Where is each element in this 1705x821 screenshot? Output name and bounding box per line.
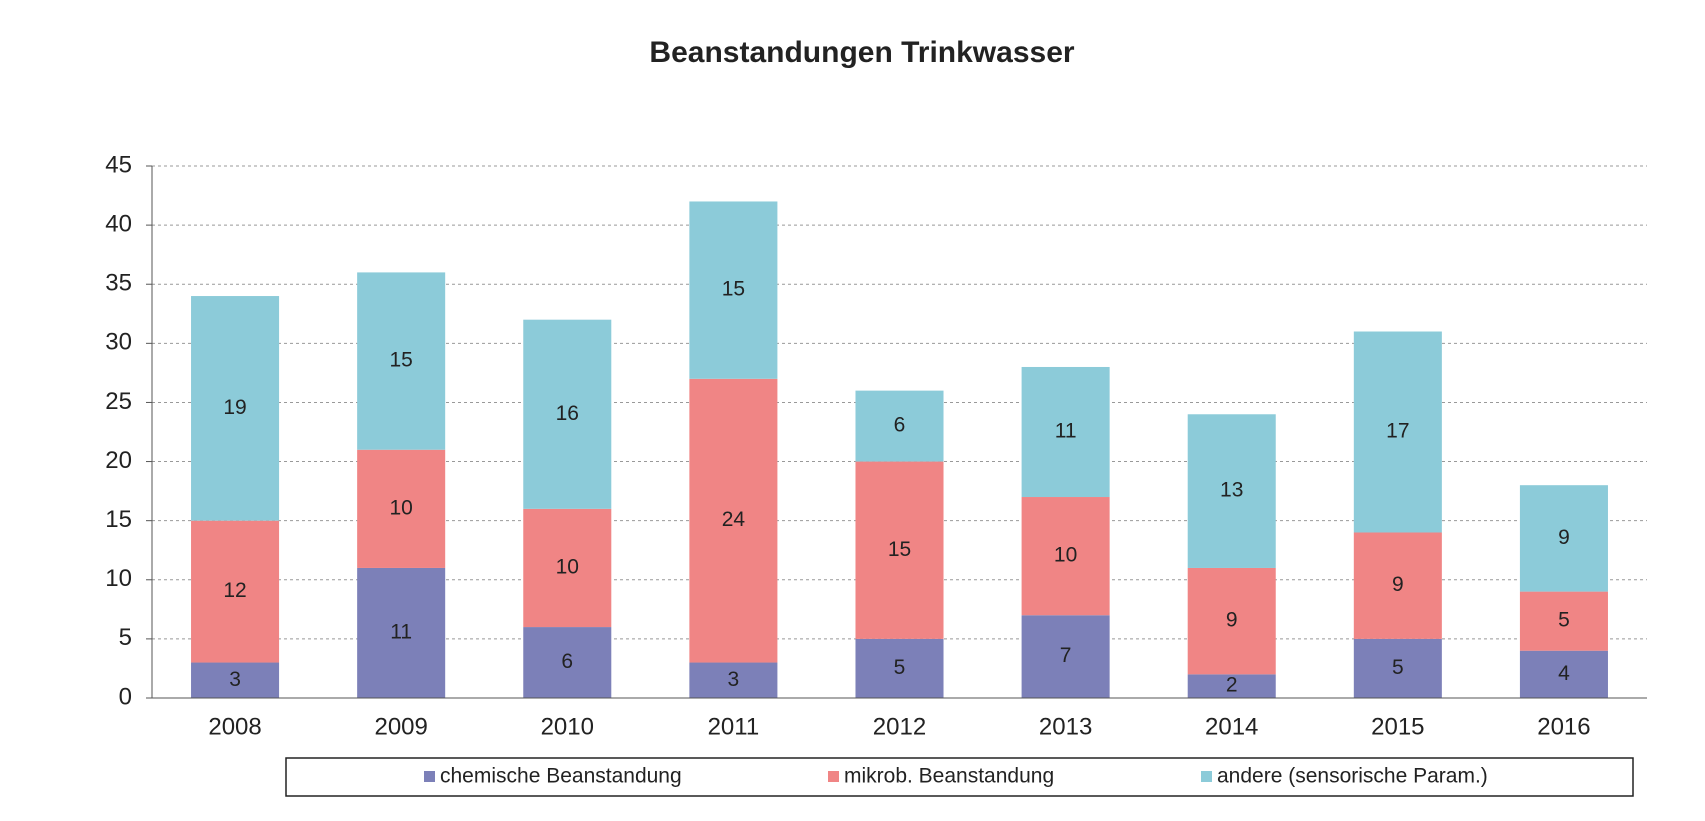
data-label: 9 <box>1392 573 1404 596</box>
y-tick-label: 30 <box>105 329 132 356</box>
data-label: 17 <box>1386 420 1409 443</box>
legend-label: andere (sensorische Param.) <box>1217 765 1488 788</box>
bar-segment <box>689 201 778 379</box>
data-label: 24 <box>722 508 746 531</box>
legend-swatch <box>424 771 435 782</box>
data-label: 3 <box>728 668 740 691</box>
data-label: 6 <box>561 650 573 673</box>
data-label: 5 <box>1392 656 1404 679</box>
y-tick-label: 0 <box>119 683 132 710</box>
y-tick-label: 10 <box>105 565 132 592</box>
data-label: 10 <box>556 556 579 579</box>
y-tick-label: 35 <box>105 270 132 297</box>
y-tick-label: 25 <box>105 388 132 415</box>
bar-segment <box>689 662 778 698</box>
bar-segment <box>357 567 446 698</box>
x-tick-label: 2012 <box>873 713 926 740</box>
x-tick-label: 2016 <box>1537 713 1590 740</box>
bar-segment <box>523 508 612 628</box>
bar-segment <box>1353 532 1442 639</box>
legend-swatch <box>828 771 839 782</box>
bar-segment <box>1187 674 1276 698</box>
x-tick-label: 2011 <box>708 713 760 740</box>
bar-segment <box>523 319 612 509</box>
data-label: 15 <box>389 349 412 372</box>
data-label: 5 <box>1558 609 1570 632</box>
bar-segment <box>1187 414 1276 568</box>
data-label: 11 <box>390 621 412 644</box>
y-tick-label: 5 <box>119 624 132 651</box>
bar-segment <box>1021 366 1110 498</box>
x-tick-label: 2013 <box>1039 713 1092 740</box>
data-label: 6 <box>894 414 906 437</box>
bar-segment <box>1021 615 1110 698</box>
data-label: 5 <box>894 656 906 679</box>
bar-segment <box>191 296 280 521</box>
y-tick-label: 20 <box>105 447 132 474</box>
bar-segment <box>1519 650 1608 698</box>
legend-swatch <box>1201 771 1212 782</box>
legend-label: chemische Beanstandung <box>440 765 682 788</box>
bar-segment <box>523 627 612 698</box>
legend-label: mikrob. Beanstandung <box>844 765 1054 788</box>
bar-segment <box>1187 567 1276 675</box>
data-label: 10 <box>389 496 412 519</box>
bar-segment <box>1519 485 1608 592</box>
legend-box <box>285 757 1634 797</box>
bar-segment <box>1353 638 1442 698</box>
bar-segment <box>191 520 280 663</box>
bar-segment <box>357 449 446 568</box>
data-label: 2 <box>1226 674 1238 697</box>
bar-segment <box>357 272 446 450</box>
y-tick-label: 40 <box>105 210 132 237</box>
bar-segment <box>689 378 778 663</box>
data-label: 12 <box>223 579 246 602</box>
data-label: 10 <box>1054 544 1077 567</box>
x-tick-label: 2010 <box>541 713 594 740</box>
data-label: 4 <box>1558 662 1570 685</box>
data-label: 19 <box>223 396 246 419</box>
x-tick-label: 2009 <box>374 713 427 740</box>
bar-segment <box>855 638 944 698</box>
data-label: 11 <box>1055 420 1077 443</box>
bar-segment <box>855 461 944 639</box>
data-label: 7 <box>1060 644 1072 667</box>
data-label: 15 <box>888 538 911 561</box>
x-tick-label: 2008 <box>208 713 261 740</box>
data-label: 3 <box>229 668 241 691</box>
bar-segment <box>855 390 944 462</box>
bar-segment <box>1519 591 1608 651</box>
y-tick-label: 45 <box>105 151 132 178</box>
data-label: 9 <box>1558 526 1570 549</box>
data-label: 15 <box>722 278 745 301</box>
x-tick-label: 2014 <box>1205 713 1258 740</box>
y-tick-label: 15 <box>105 506 132 533</box>
bar-segment <box>1353 331 1442 533</box>
bar-segment <box>1021 497 1110 616</box>
bar-segment <box>191 662 280 698</box>
data-label: 9 <box>1226 609 1238 632</box>
x-tick-label: 2015 <box>1371 713 1424 740</box>
chart-title: Beanstandungen Trinkwasser <box>649 36 1074 69</box>
data-label: 16 <box>556 402 579 425</box>
data-label: 13 <box>1220 479 1243 502</box>
